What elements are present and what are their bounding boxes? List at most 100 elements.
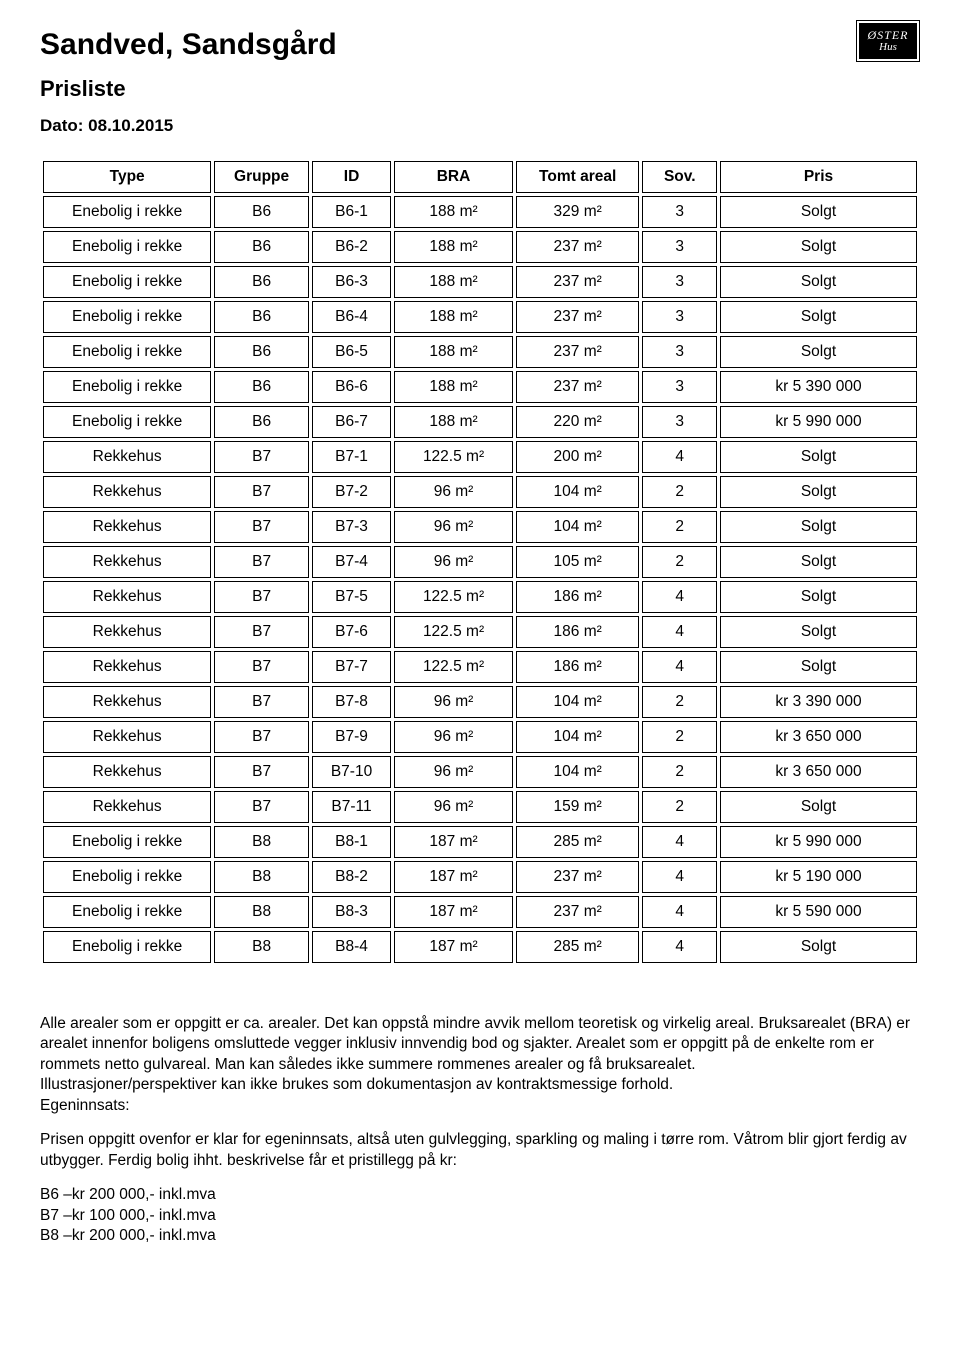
cell-gruppe: B8 bbox=[214, 931, 309, 963]
cell-tomt: 237 m² bbox=[516, 336, 640, 368]
cell-gruppe: B6 bbox=[214, 231, 309, 263]
cell-type: Rekkehus bbox=[43, 756, 211, 788]
table-row: RekkehusB7B7-1096 m²104 m²2kr 3 650 000 bbox=[43, 756, 917, 788]
cell-tomt: 237 m² bbox=[516, 231, 640, 263]
cell-type: Rekkehus bbox=[43, 441, 211, 473]
cell-type: Rekkehus bbox=[43, 616, 211, 648]
cell-id: B6-4 bbox=[312, 301, 391, 333]
cell-bra: 187 m² bbox=[394, 896, 513, 928]
cell-id: B7-1 bbox=[312, 441, 391, 473]
cell-id: B6-5 bbox=[312, 336, 391, 368]
cell-tomt: 104 m² bbox=[516, 476, 640, 508]
col-type: Type bbox=[43, 161, 211, 193]
table-row: Enebolig i rekkeB6B6-2188 m²237 m²3Solgt bbox=[43, 231, 917, 263]
cell-type: Enebolig i rekke bbox=[43, 196, 211, 228]
cell-bra: 96 m² bbox=[394, 756, 513, 788]
cell-sov: 3 bbox=[642, 231, 717, 263]
table-row: Enebolig i rekkeB8B8-4187 m²285 m²4Solgt bbox=[43, 931, 917, 963]
cell-bra: 188 m² bbox=[394, 196, 513, 228]
cell-pris: kr 5 190 000 bbox=[720, 861, 917, 893]
table-row: Enebolig i rekkeB8B8-2187 m²237 m²4kr 5 … bbox=[43, 861, 917, 893]
cell-type: Rekkehus bbox=[43, 791, 211, 823]
cell-type: Rekkehus bbox=[43, 721, 211, 753]
cell-gruppe: B7 bbox=[214, 511, 309, 543]
cell-sov: 2 bbox=[642, 756, 717, 788]
cell-type: Enebolig i rekke bbox=[43, 896, 211, 928]
cell-pris: Solgt bbox=[720, 301, 917, 333]
cell-sov: 4 bbox=[642, 896, 717, 928]
cell-id: B7-9 bbox=[312, 721, 391, 753]
cell-tomt: 104 m² bbox=[516, 721, 640, 753]
cell-tomt: 285 m² bbox=[516, 931, 640, 963]
cell-pris: Solgt bbox=[720, 196, 917, 228]
cell-gruppe: B6 bbox=[214, 406, 309, 438]
cell-gruppe: B7 bbox=[214, 441, 309, 473]
cell-type: Enebolig i rekke bbox=[43, 406, 211, 438]
cell-type: Enebolig i rekke bbox=[43, 231, 211, 263]
cell-id: B7-4 bbox=[312, 546, 391, 578]
col-bra: BRA bbox=[394, 161, 513, 193]
cell-tomt: 104 m² bbox=[516, 686, 640, 718]
cell-pris: Solgt bbox=[720, 336, 917, 368]
cell-id: B7-10 bbox=[312, 756, 391, 788]
cell-pris: Solgt bbox=[720, 581, 917, 613]
cell-bra: 187 m² bbox=[394, 826, 513, 858]
cell-bra: 96 m² bbox=[394, 791, 513, 823]
page-subtitle: Prisliste bbox=[40, 76, 920, 102]
cell-sov: 4 bbox=[642, 581, 717, 613]
cell-id: B7-11 bbox=[312, 791, 391, 823]
table-row: RekkehusB7B7-7122.5 m²186 m²4Solgt bbox=[43, 651, 917, 683]
cell-bra: 187 m² bbox=[394, 861, 513, 893]
table-row: Enebolig i rekkeB8B8-1187 m²285 m²4kr 5 … bbox=[43, 826, 917, 858]
cell-id: B6-2 bbox=[312, 231, 391, 263]
table-row: Enebolig i rekkeB6B6-3188 m²237 m²3Solgt bbox=[43, 266, 917, 298]
cell-type: Rekkehus bbox=[43, 476, 211, 508]
table-row: Enebolig i rekkeB8B8-3187 m²237 m²4kr 5 … bbox=[43, 896, 917, 928]
note-areal: Alle arealer som er oppgitt er ca. areal… bbox=[40, 1014, 920, 1075]
cell-type: Rekkehus bbox=[43, 546, 211, 578]
price-table: Type Gruppe ID BRA Tomt areal Sov. Pris … bbox=[40, 158, 920, 966]
cell-sov: 4 bbox=[642, 651, 717, 683]
cell-id: B7-8 bbox=[312, 686, 391, 718]
cell-pris: Solgt bbox=[720, 931, 917, 963]
cell-id: B7-3 bbox=[312, 511, 391, 543]
cell-type: Enebolig i rekke bbox=[43, 826, 211, 858]
table-row: Enebolig i rekkeB6B6-5188 m²237 m²3Solgt bbox=[43, 336, 917, 368]
cell-sov: 3 bbox=[642, 196, 717, 228]
cell-tomt: 186 m² bbox=[516, 581, 640, 613]
cell-sov: 3 bbox=[642, 336, 717, 368]
cell-id: B8-3 bbox=[312, 896, 391, 928]
table-row: Enebolig i rekkeB6B6-4188 m²237 m²3Solgt bbox=[43, 301, 917, 333]
cell-bra: 188 m² bbox=[394, 301, 513, 333]
cell-type: Rekkehus bbox=[43, 686, 211, 718]
cell-id: B6-7 bbox=[312, 406, 391, 438]
cell-bra: 96 m² bbox=[394, 686, 513, 718]
cell-pris: Solgt bbox=[720, 231, 917, 263]
cell-sov: 2 bbox=[642, 546, 717, 578]
cell-id: B7-5 bbox=[312, 581, 391, 613]
cell-pris: Solgt bbox=[720, 511, 917, 543]
table-row: RekkehusB7B7-496 m²105 m²2Solgt bbox=[43, 546, 917, 578]
cell-sov: 2 bbox=[642, 721, 717, 753]
cell-id: B6-3 bbox=[312, 266, 391, 298]
page-title: Sandved, Sandsgård bbox=[40, 28, 920, 62]
cell-gruppe: B6 bbox=[214, 301, 309, 333]
date-label: Dato: 08.10.2015 bbox=[40, 116, 920, 136]
cell-sov: 2 bbox=[642, 511, 717, 543]
table-row: Enebolig i rekkeB6B6-7188 m²220 m²3kr 5 … bbox=[43, 406, 917, 438]
cell-gruppe: B7 bbox=[214, 476, 309, 508]
cell-type: Enebolig i rekke bbox=[43, 861, 211, 893]
cell-pris: Solgt bbox=[720, 651, 917, 683]
cell-tomt: 200 m² bbox=[516, 441, 640, 473]
cell-gruppe: B6 bbox=[214, 336, 309, 368]
cell-sov: 2 bbox=[642, 791, 717, 823]
cell-type: Enebolig i rekke bbox=[43, 931, 211, 963]
col-sov: Sov. bbox=[642, 161, 717, 193]
table-row: RekkehusB7B7-1196 m²159 m²2Solgt bbox=[43, 791, 917, 823]
page: ØSTER Hus Sandved, Sandsgård Prisliste D… bbox=[0, 0, 960, 1287]
note-egeninnsats-text: Prisen oppgitt ovenfor er klar for egeni… bbox=[40, 1130, 920, 1171]
cell-pris: Solgt bbox=[720, 546, 917, 578]
cell-bra: 122.5 m² bbox=[394, 581, 513, 613]
cell-tomt: 237 m² bbox=[516, 861, 640, 893]
extra-b6: B6 –kr 200 000,- inkl.mva bbox=[40, 1185, 920, 1205]
